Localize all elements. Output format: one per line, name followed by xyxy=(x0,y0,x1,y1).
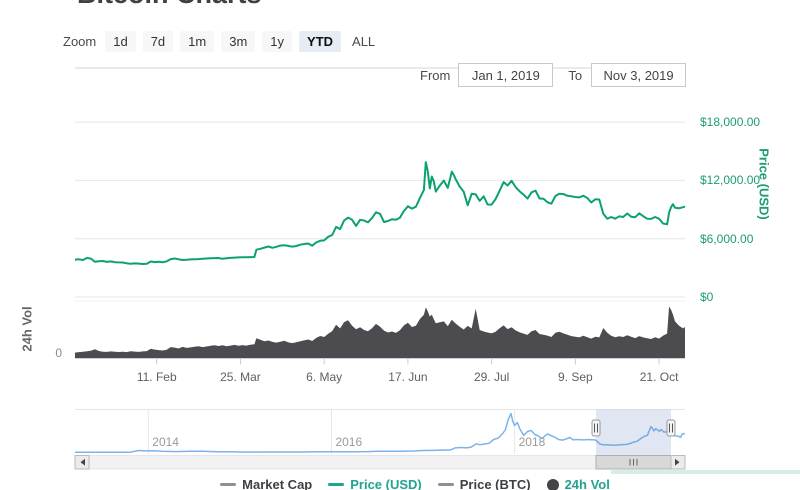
to-date-input[interactable] xyxy=(591,63,687,87)
from-label: From xyxy=(420,67,451,83)
range-button-ytd[interactable]: YTD xyxy=(299,31,342,52)
legend-line-icon xyxy=(328,483,345,486)
legend-item-price-btc-[interactable]: Price (BTC) xyxy=(437,477,531,490)
range-button-1d[interactable]: 1d xyxy=(105,31,136,52)
navigator-left-handle[interactable] xyxy=(591,419,601,437)
navigator-selected-mask[interactable] xyxy=(596,409,671,456)
zoom-buttons: 1d 7d 1m 3m 1y YTD ALL xyxy=(105,31,379,52)
legend-item-price-usd-[interactable]: Price (USD) xyxy=(328,477,422,490)
chart-legend: Market Cap Price (USD) Price (BTC) 24h Vol xyxy=(95,477,735,490)
partial-element-strip xyxy=(611,470,800,474)
range-button-all[interactable]: ALL xyxy=(352,34,376,49)
legend-line-icon xyxy=(437,483,454,486)
scrollbar-track[interactable] xyxy=(74,455,686,470)
to-label: To xyxy=(568,67,583,83)
price-line-series xyxy=(74,161,686,265)
scrollbar-right-arrow-icon[interactable] xyxy=(675,458,680,466)
legend-item-market-cap[interactable]: Market Cap xyxy=(220,477,312,490)
legend-line-icon xyxy=(220,483,237,486)
legend-label: Price (BTC) xyxy=(459,477,531,490)
from-date-input[interactable] xyxy=(458,63,554,87)
range-button-7d[interactable]: 7d xyxy=(142,31,174,52)
legend-label: Price (USD) xyxy=(350,477,422,490)
range-button-3m[interactable]: 3m xyxy=(221,31,256,52)
legend-circle-icon xyxy=(546,478,559,490)
legend-item-24h-vol[interactable]: 24h Vol xyxy=(546,477,610,490)
date-range-controls: From To xyxy=(420,63,687,87)
navigator-series xyxy=(75,412,686,454)
legend-label: Market Cap xyxy=(242,477,313,490)
page-title: Bitcoin Charts xyxy=(77,0,262,10)
range-selector: Zoom 1d 7d 1m 3m 1y YTD ALL xyxy=(63,31,379,52)
scrollbar-left-arrow-icon[interactable] xyxy=(80,458,86,466)
volume-area-series xyxy=(75,306,685,358)
legend-label: 24h Vol xyxy=(564,477,610,490)
range-button-1m[interactable]: 1m xyxy=(180,31,215,52)
navigator-right-handle[interactable] xyxy=(666,419,676,437)
range-button-1y[interactable]: 1y xyxy=(262,31,293,52)
zoom-label: Zoom xyxy=(63,34,97,49)
